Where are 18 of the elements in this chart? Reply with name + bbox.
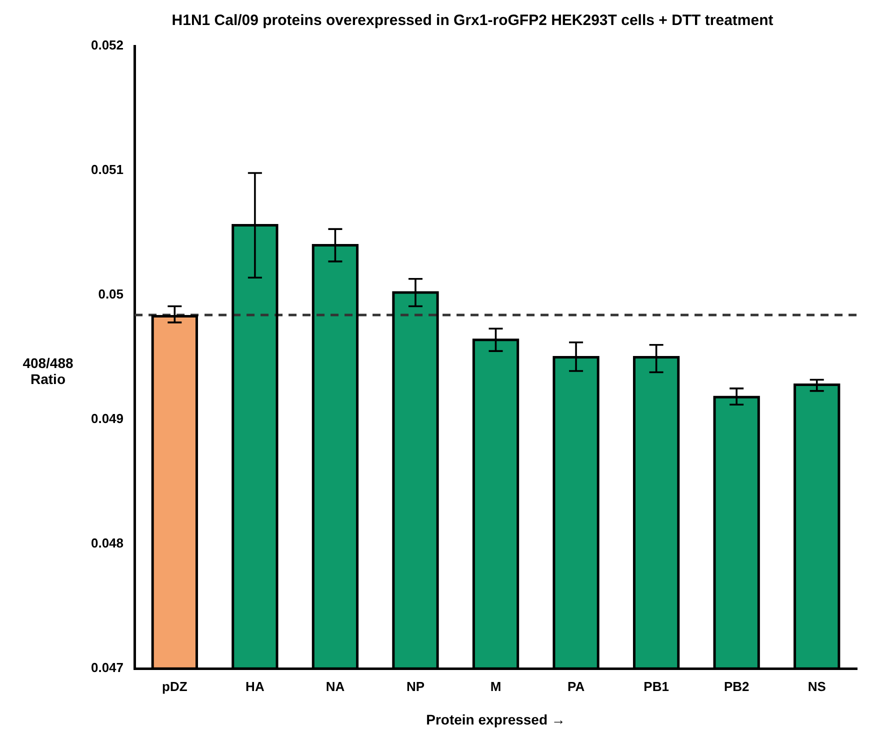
x-tick-label: NA xyxy=(326,678,346,694)
x-axis-title: Protein expressed → xyxy=(426,711,566,728)
y-tick-label: 0.052 xyxy=(90,38,124,53)
x-tick-label: HA xyxy=(246,678,265,694)
y-tick-label: 0.05 xyxy=(98,286,124,302)
x-tick-label: PA xyxy=(567,678,586,694)
y-tick-label: 0.047 xyxy=(90,660,124,676)
x-tick-label: NS xyxy=(808,678,826,694)
x-tick-label: pDZ xyxy=(162,678,188,694)
x-tick-label: M xyxy=(490,678,502,694)
x-tick-label: PB2 xyxy=(724,678,750,694)
y-tick-label: 0.051 xyxy=(90,162,124,178)
x-tick-label: NP xyxy=(406,678,425,694)
y-tick-label: 0.049 xyxy=(90,411,124,426)
x-tick-label: PB1 xyxy=(644,678,669,694)
y-tick-label: 0.048 xyxy=(90,536,124,551)
chart-title: H1N1 Cal/09 proteins overexpressed in Grx1-roGFP2 HEK293T cells + DTT treatment xyxy=(172,12,774,30)
y-axis-title: 408/488 Ratio xyxy=(22,354,74,386)
